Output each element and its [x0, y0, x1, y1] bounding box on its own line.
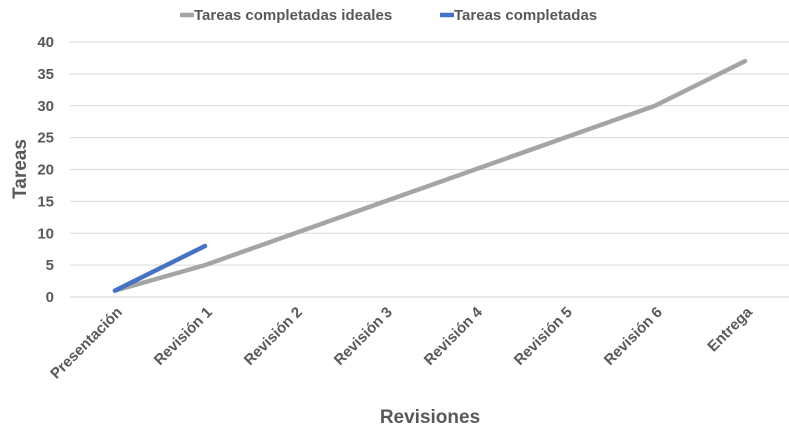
legend-label: Tareas completadas: [454, 7, 597, 24]
x-tick-label: Entrega: [704, 303, 756, 355]
y-axis-title: Tareas: [10, 139, 31, 199]
x-tick-label: Revisión 6: [601, 304, 666, 369]
x-tick-label: Revisión 3: [331, 304, 396, 369]
gridlines: [70, 41, 789, 298]
y-tick-label: 30: [37, 98, 54, 115]
y-tick-label: 20: [37, 162, 54, 179]
series-line-ideal: [112, 58, 748, 293]
legend: Tareas completadas ideales Tareas complet…: [180, 7, 597, 24]
y-tick-label: 10: [37, 225, 54, 242]
x-tick-label: Revisión 4: [421, 303, 487, 369]
x-tick-label: Revisión 2: [241, 304, 306, 369]
x-tick-label: Revisión 1: [151, 304, 216, 369]
y-tick-label: 25: [37, 130, 54, 147]
y-tick-label: 35: [37, 66, 54, 83]
series-line-actual: [112, 243, 208, 293]
x-axis-ticks: Presentación Revisión 1 Revisión 2 Revisión…: [47, 303, 756, 382]
series-lines: [112, 58, 748, 293]
y-tick-label: 40: [37, 34, 54, 51]
y-axis-ticks: 0 5 10 15 20 25 30 35 40: [37, 34, 54, 306]
y-tick-label: 0: [46, 289, 54, 306]
x-axis-title: Revisiones: [380, 407, 480, 428]
y-tick-label: 5: [46, 257, 54, 274]
legend-label: Tareas completadas ideales: [194, 7, 392, 24]
x-tick-label: Revisión 5: [511, 304, 576, 369]
y-tick-label: 15: [37, 193, 54, 210]
x-tick-label: Presentación: [47, 304, 126, 383]
